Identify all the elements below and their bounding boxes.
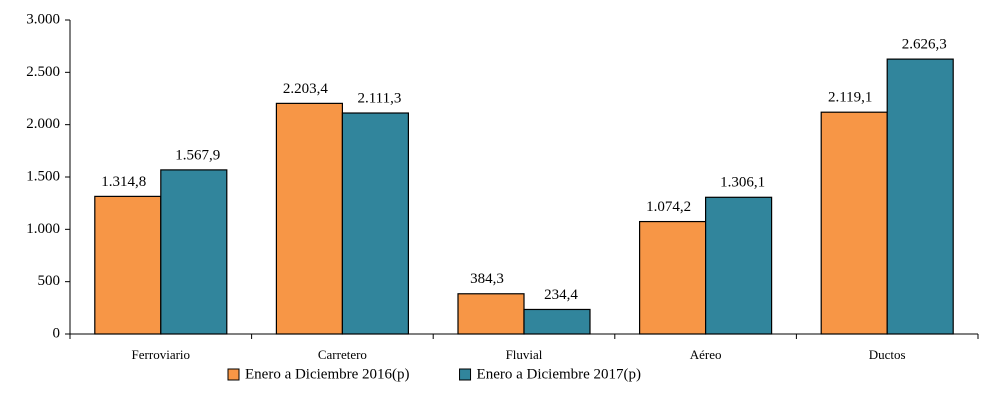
x-tick-label: Aéreo (690, 347, 722, 362)
y-tick-label: 3.000 (26, 11, 60, 27)
bar (160, 169, 228, 335)
y-tick-label: 1.500 (26, 168, 60, 184)
bar (638, 220, 707, 335)
y-tick-label: 2.000 (26, 116, 60, 132)
x-tick-label: Fluvial (506, 347, 543, 362)
bar (94, 195, 162, 335)
y-tick-label: 500 (38, 273, 61, 289)
value-label: 384,3 (470, 271, 504, 287)
y-tick-label: 0 (53, 325, 61, 341)
bar (820, 111, 888, 335)
value-label: 1.074,2 (646, 199, 691, 215)
bar (275, 102, 343, 335)
value-label: 234,4 (544, 287, 578, 303)
value-label: 1.314,8 (101, 174, 146, 190)
legend-swatch (459, 368, 472, 381)
value-label: 1.567,9 (175, 147, 220, 163)
x-tick-label: Carretero (318, 347, 367, 362)
bar (341, 112, 409, 335)
legend-label: Enero a Diciembre 2016(p) (245, 366, 410, 382)
bar (523, 308, 591, 335)
value-label: 1.306,1 (720, 175, 765, 191)
legend-label: Enero a Diciembre 2017(p) (477, 366, 642, 382)
bar (704, 196, 773, 335)
value-label: 2.111,3 (357, 90, 401, 106)
value-label: 2.119,1 (828, 90, 872, 106)
value-label: 2.203,4 (283, 81, 329, 97)
x-tick-label: Ductos (869, 347, 906, 362)
bar (457, 293, 525, 335)
x-tick-label: Ferroviario (132, 347, 190, 362)
value-label: 2.626,3 (902, 37, 947, 53)
legend-swatch (227, 368, 240, 381)
y-tick-label: 1.000 (26, 221, 60, 237)
y-tick-label: 2.500 (26, 64, 60, 80)
bar (886, 58, 954, 335)
